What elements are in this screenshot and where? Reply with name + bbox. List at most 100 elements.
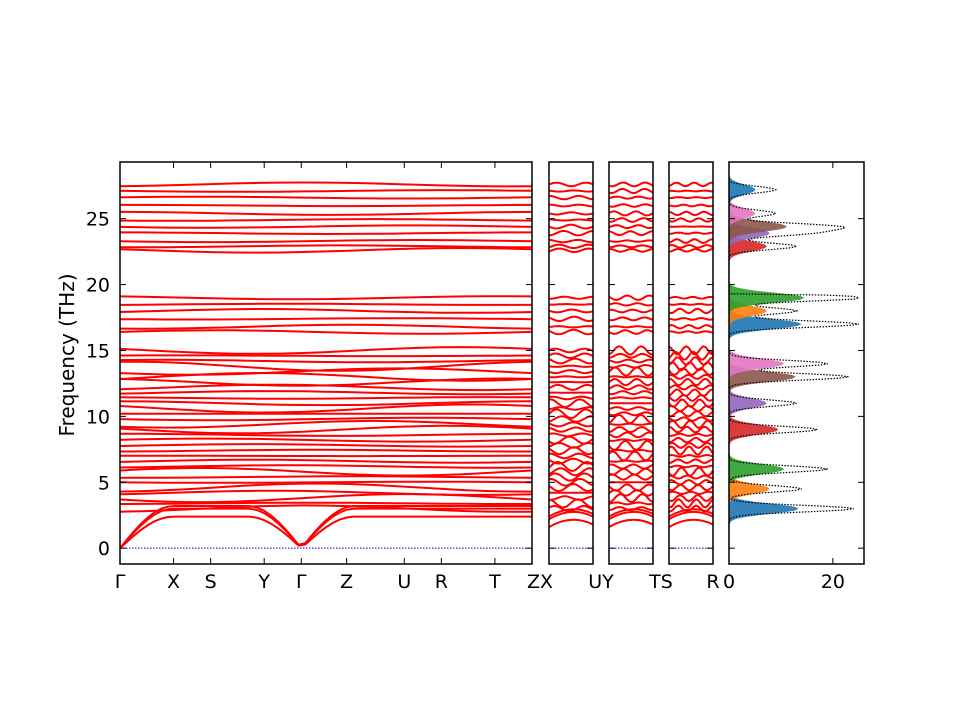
phonon-band <box>548 472 594 482</box>
phonon-band <box>668 464 714 469</box>
phonon-band <box>608 463 654 470</box>
band-panels <box>119 161 714 565</box>
phonon-band <box>668 231 714 235</box>
y-tick-label: 25 <box>86 209 110 231</box>
phonon-band <box>548 347 594 354</box>
phonon-band <box>608 483 654 492</box>
phonon-band <box>548 308 594 314</box>
y-tick-label: 20 <box>86 275 110 297</box>
phonon-band <box>548 223 594 230</box>
acoustic-band <box>548 518 594 528</box>
phonon-band <box>119 317 533 321</box>
phonon-band <box>548 467 594 477</box>
phonon-band <box>608 439 654 451</box>
x-tick-label: R <box>435 571 448 593</box>
phonon-band <box>608 384 654 391</box>
phonon-band <box>608 426 654 434</box>
acoustic-band <box>119 515 532 549</box>
phonon-band <box>119 400 533 407</box>
phonon-band <box>608 188 654 195</box>
dos-projection-peak <box>728 386 767 420</box>
phonon-band <box>548 432 594 438</box>
y-axis-label: Frequency (THz) <box>55 273 79 436</box>
phonon-band <box>548 482 594 493</box>
phonon-band <box>608 244 654 249</box>
phonon-band <box>548 315 594 323</box>
y-axis-ticks: 0 5 10 15 20 25 <box>86 209 110 561</box>
phonon-band <box>668 393 714 402</box>
phonon-band <box>668 432 714 437</box>
phonon-band <box>668 384 714 391</box>
phonon-band <box>549 295 594 300</box>
phonon-band <box>548 203 594 208</box>
dos-projection-peak <box>728 413 779 446</box>
phonon-band <box>608 501 654 506</box>
acoustic-band <box>668 518 714 528</box>
phonon-band <box>119 482 533 493</box>
dos-frame <box>728 161 865 565</box>
phonon-band <box>608 473 654 481</box>
phonon-band <box>549 302 594 306</box>
phonon-band <box>120 231 532 236</box>
phonon-band <box>668 181 713 188</box>
dos-projection-peak <box>728 492 799 525</box>
phonon-band <box>668 217 714 223</box>
phonon-band <box>548 395 594 401</box>
phonon-band <box>608 358 654 364</box>
x-tick-label: R <box>706 571 719 593</box>
y-tick-label: 10 <box>86 406 110 428</box>
band-panel-4 <box>668 161 714 565</box>
dos-projection-peak <box>728 173 756 206</box>
phonon-band <box>548 229 594 237</box>
phonon-band <box>120 203 533 208</box>
x-tick-label: Z <box>340 571 353 593</box>
phonon-band <box>608 308 654 314</box>
phonon-band <box>119 377 533 387</box>
dos-x-tick-label: 20 <box>821 571 845 593</box>
phonon-band <box>608 431 654 439</box>
phonon-band <box>668 436 714 444</box>
phonon-band <box>548 357 594 365</box>
phonon-band <box>668 243 714 249</box>
x-tick-label: T <box>488 571 501 593</box>
phonon-band <box>548 364 594 368</box>
phonon-band <box>548 406 594 411</box>
y-tick-label: 15 <box>86 340 110 362</box>
phonon-band <box>119 390 533 396</box>
phonon-band <box>119 424 533 435</box>
phonon-band <box>119 307 533 314</box>
phonon-band <box>608 224 654 229</box>
phonon-band <box>668 388 714 398</box>
phonon-band <box>119 448 532 453</box>
phonon-band <box>548 328 594 336</box>
phonon-band <box>668 238 714 245</box>
y-tick-label: 0 <box>98 538 110 560</box>
phonon-band <box>668 377 714 387</box>
phonon-band <box>548 477 594 487</box>
phonon-band <box>548 181 594 188</box>
phonon-band <box>668 350 714 361</box>
phonon-band <box>119 295 533 301</box>
phonon-band <box>608 366 654 377</box>
phonon-band <box>668 494 714 503</box>
phonon-band <box>549 218 594 222</box>
phonon-band <box>548 498 594 509</box>
dos-projection-peak <box>728 347 785 380</box>
phonon-band <box>119 238 533 244</box>
phonon-band <box>119 443 533 448</box>
phonon-band <box>608 438 654 442</box>
phonon-band <box>608 345 654 356</box>
dos-x-tick-label: 0 <box>723 571 735 593</box>
phonon-band <box>119 346 533 355</box>
phonon-band <box>669 196 714 200</box>
phonon-band <box>548 415 594 423</box>
phonon-band <box>608 181 654 188</box>
phonon-band <box>668 490 714 496</box>
phonon-band <box>668 203 714 208</box>
phonon-band <box>120 244 533 249</box>
phonon-band <box>668 307 714 315</box>
phonon-band <box>608 450 654 462</box>
acoustic-band <box>548 508 594 518</box>
acoustic-band <box>119 505 532 549</box>
